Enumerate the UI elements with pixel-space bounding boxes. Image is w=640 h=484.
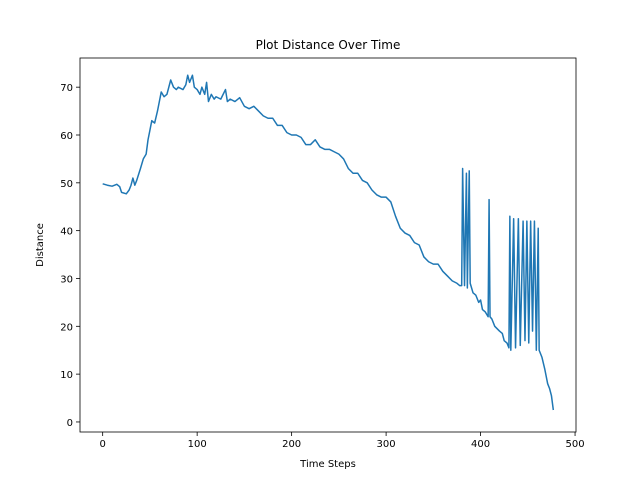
y-tick-label: 40 — [60, 227, 73, 238]
x-tick-label: 200 — [282, 439, 301, 450]
x-tick-label: 500 — [566, 439, 585, 450]
y-tick-label: 30 — [60, 274, 73, 285]
x-tick-label: 400 — [471, 439, 490, 450]
chart-title: Plot Distance Over Time — [256, 38, 401, 52]
x-tick-label: 300 — [377, 439, 396, 450]
y-axis-label: Distance — [35, 223, 46, 267]
plot-frame — [79, 57, 577, 433]
y-tick-label: 60 — [60, 131, 73, 142]
y-tick-label: 0 — [67, 418, 73, 429]
y-tick-label: 50 — [60, 179, 73, 190]
x-tick-label: 0 — [99, 439, 105, 450]
data-line — [102, 74, 555, 411]
y-tick-label: 10 — [60, 370, 73, 381]
x-axis-label: Time Steps — [299, 459, 356, 470]
y-tick-label: 20 — [60, 322, 73, 333]
y-tick-label: 70 — [60, 83, 73, 94]
x-tick-label: 100 — [188, 439, 207, 450]
